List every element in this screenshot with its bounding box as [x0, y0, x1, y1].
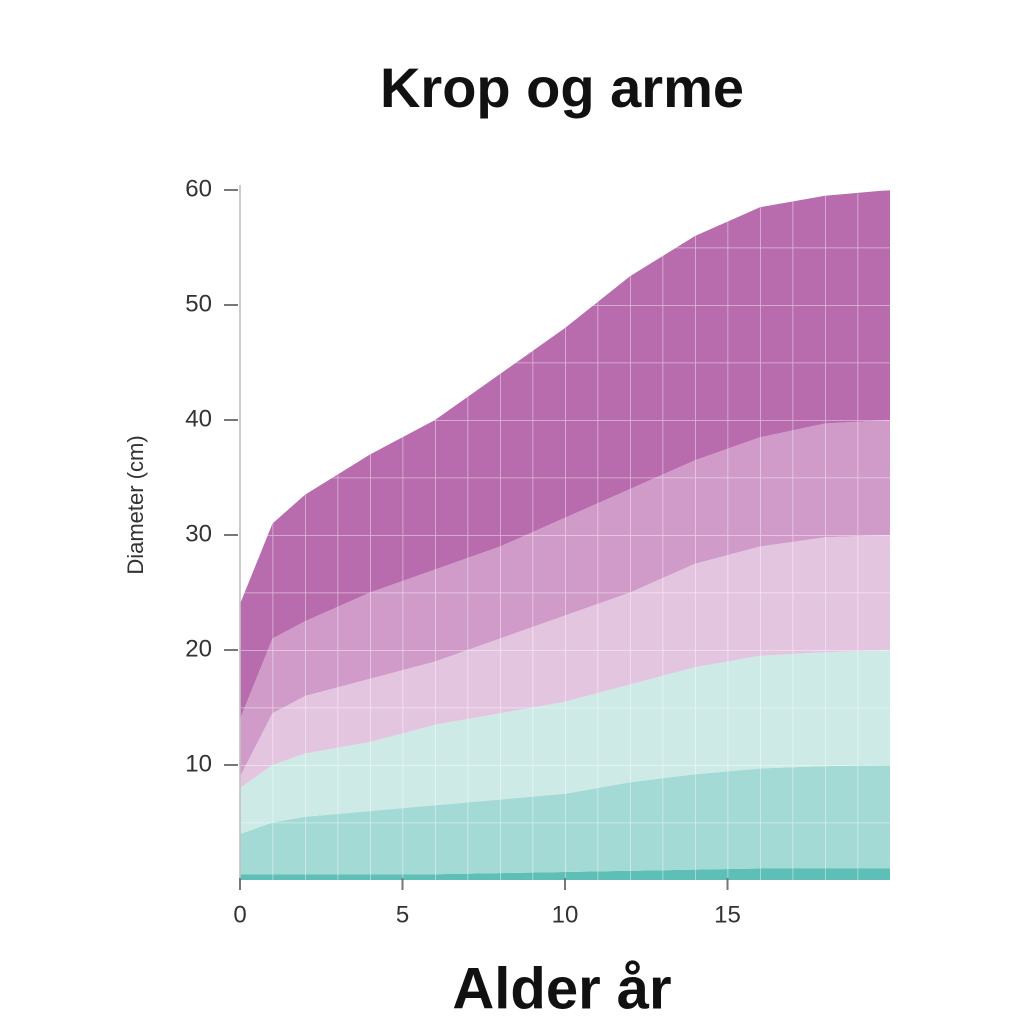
chart-title: Krop og arme	[380, 56, 744, 119]
grid-overlay	[240, 190, 890, 880]
y-tick-label: 30	[185, 520, 212, 547]
y-tick-label: 40	[185, 405, 212, 432]
y-tick-label: 60	[185, 175, 212, 202]
x-tick-label: 5	[396, 901, 409, 928]
y-axis-title: Diameter (cm)	[123, 435, 148, 574]
x-tick-label: 15	[714, 901, 741, 928]
y-tick-label: 50	[185, 290, 212, 317]
y-tick-label: 10	[185, 750, 212, 777]
x-axis-title: Alder år	[452, 956, 671, 1021]
x-tick-label: 0	[233, 901, 246, 928]
x-tick-label: 10	[552, 901, 579, 928]
y-tick-label: 20	[185, 635, 212, 662]
